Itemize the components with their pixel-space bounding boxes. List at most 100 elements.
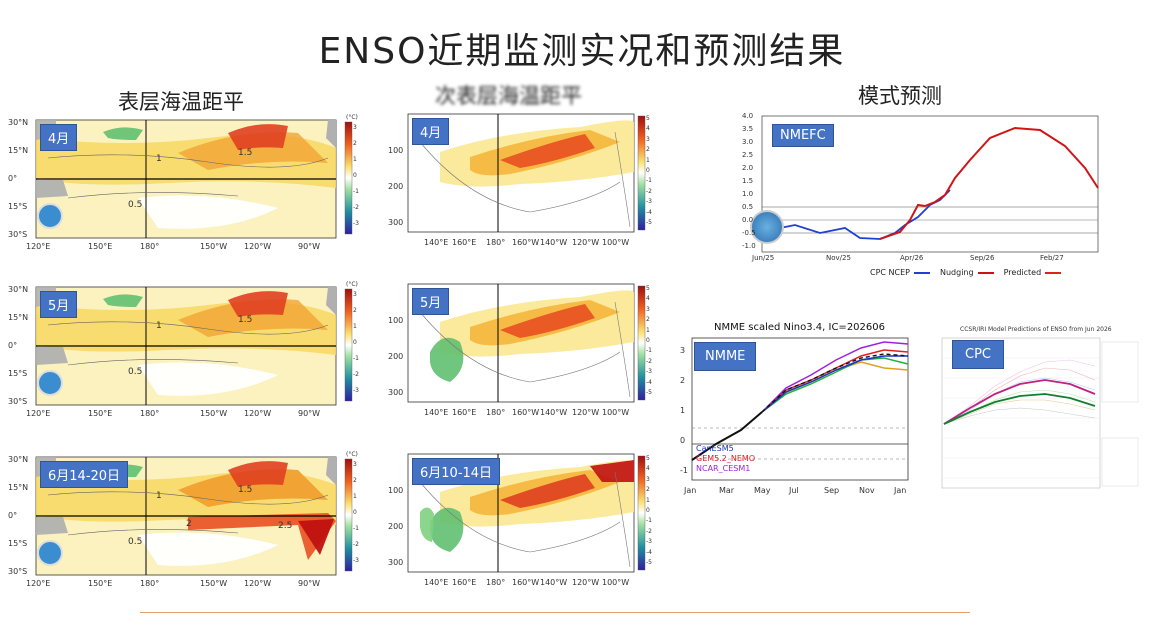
subsurface-colorbar-tick: 5 [646,115,650,122]
subsurface-lon-label: 140°W [540,408,568,417]
subsurface-lon-label: 160°E [452,238,477,247]
nmefc-y-tick: 3.5 [742,125,754,133]
page-title: ENSO近期监测实况和预测结果 [318,31,846,72]
sst-lon-label: 180° [140,242,160,251]
sst-lat-label: 15°N [8,313,29,322]
subsurface-lon-label: 120°W [572,238,600,247]
nmefc-y-tick: 2.0 [742,164,754,172]
subsurface-colorbar-tick: -1 [646,177,652,185]
sst-contour-label: 1.5 [238,315,253,325]
sst-colorbar-tick: -3 [353,387,359,394]
sst-map-panel: 4月 30°N 15°N 0° 15°S 30°S 120°E 150°E 180° 150°W 1… [8,114,359,253]
subsurface-lon-label: 100°W [602,238,630,247]
subsurface-colorbar-tick: 0 [646,167,650,174]
subsurface-depth-label: 300 [388,388,404,397]
nmme-x-tick: May [754,486,771,495]
nmefc-predicted-line [879,126,1099,240]
sst-lat-label: 15°S [8,202,28,211]
nmme-tag: NMME [694,342,757,371]
nmme-model-label: NCAR_CESM1 [696,464,751,473]
subsurface-colorbar-tick: 1 [646,496,650,504]
cpc-legend-block [1101,341,1139,487]
nmefc-y-tick: 1.5 [742,177,754,185]
subsurface-colorbar-tick: -5 [646,219,652,226]
sst-lon-label: 120°E [26,579,51,588]
sst-lat-label: 30°N [8,118,29,127]
sst-contour-label: 0.5 [128,200,143,210]
sst-lon-label: 180° [140,579,160,588]
subsurface-depth-label: 100 [388,316,404,325]
nmme-y-tick: 2 [680,376,686,385]
sst-lon-label: 120°W [244,579,272,588]
sst-lat-label: 30°N [8,285,29,294]
sst-colorbar-tick: 0 [353,172,357,179]
sst-colorbar-unit: (°C) [346,114,358,121]
subsurface-colorbar-tick: 5 [646,455,650,462]
subsurface-lon-label: 160°W [512,238,540,247]
subsurface-lon-label: 180° [486,578,506,587]
subsurface-depth-label: 200 [388,352,404,361]
model-heading: 模式预测 [858,84,942,108]
subsurface-colorbar-tick: -2 [646,527,652,535]
subsurface-colorbar-tick: -5 [646,559,652,566]
nmme-x-tick: Sep [824,486,840,495]
nmme-y-tick: 1 [680,406,686,415]
nmefc-y-tick: -1.0 [742,242,756,250]
sst-colorbar-tick: -2 [353,204,359,211]
nmefc-x-tick: Apr/26 [900,254,924,262]
sst-contour-label: 1.5 [238,148,253,158]
subsurface-lon-label: 120°W [572,578,600,587]
sst-panel-tag: 5月 [40,291,78,318]
subsurface-depth-label: 300 [388,558,404,567]
sst-heading: 表层海温距平 [118,90,244,114]
subsurface-colorbar-tick: -2 [646,357,652,365]
subsurface-colorbar-tick: 4 [646,125,650,133]
nmefc-y-tick: 2.5 [742,151,754,159]
sst-contour-label: 2.5 [278,521,293,531]
subsurface-depth-label: 300 [388,218,404,227]
subsurface-colorbar-tick: 2 [646,316,650,324]
nmefc-legend-item: Predicted [1004,268,1062,277]
subsurface-panel-tag: 6月10-14日 [412,458,501,485]
sst-map-panel: 6月14-20日 30°N 15°N 0° 15°S 30°S 120°E 150°E 180°… [8,451,359,590]
sst-lon-label: 90°W [298,409,321,418]
nmme-x-tick: Nov [859,486,875,495]
nmefc-logo-icon [750,210,784,244]
sst-lon-label: 90°W [298,242,321,251]
sst-colorbar-unit: (°C) [346,451,358,458]
sst-lat-label: 15°S [8,369,28,378]
sst-lat-label: 0° [8,511,18,520]
subsurface-colorbar-tick: 5 [646,285,650,292]
sst-lon-label: 150°E [88,579,113,588]
sst-colorbar-tick: 0 [353,509,357,516]
subsurface-depth-label: 100 [388,146,404,155]
subsurface-colorbar-tick: -1 [646,517,652,525]
subsurface-lon-label: 140°W [540,578,568,587]
subsurface-lon-label: 180° [486,238,506,247]
subsurface-colorbar-tick: 1 [646,156,650,164]
subsurface-panel: 4月 100 200 300 140°E 160°E 180° 160°W 140°W 120°W… [380,112,655,252]
nmme-x-tick: Jan [894,486,907,495]
nmme-y-tick: 3 [680,346,686,355]
subsurface-colorbar-tick: -3 [646,198,652,206]
subsurface-colorbar-tick: -4 [646,208,652,216]
sst-lat-label: 0° [8,174,18,183]
subsurface-lon-label: 140°E [424,578,449,587]
nmefc-tag: NMEFC [772,124,834,147]
sst-lat-label: 30°N [8,455,29,464]
sst-lat-label: 30°S [8,230,28,239]
subsurface-depth-label: 200 [388,522,404,531]
nmme-x-tick: Jan [684,486,697,495]
nmefc-legend: CPC NCEP Nudging Predicted [870,268,1062,277]
sst-colorbar-tick: 2 [353,307,357,314]
sst-panel-tag: 6月14-20日 [40,461,129,488]
subsurface-colorbar-tick: 3 [646,135,650,143]
subsurface-lon-label: 100°W [602,408,630,417]
subsurface-colorbar-tick: 4 [646,465,650,473]
bottom-divider [140,612,970,613]
sst-lon-label: 120°W [244,409,272,418]
sst-lat-label: 15°N [8,483,29,492]
sst-colorbar-tick: 3 [353,461,357,468]
sst-colorbar-tick: -2 [353,371,359,378]
sst-contour-label: 1 [156,154,162,164]
